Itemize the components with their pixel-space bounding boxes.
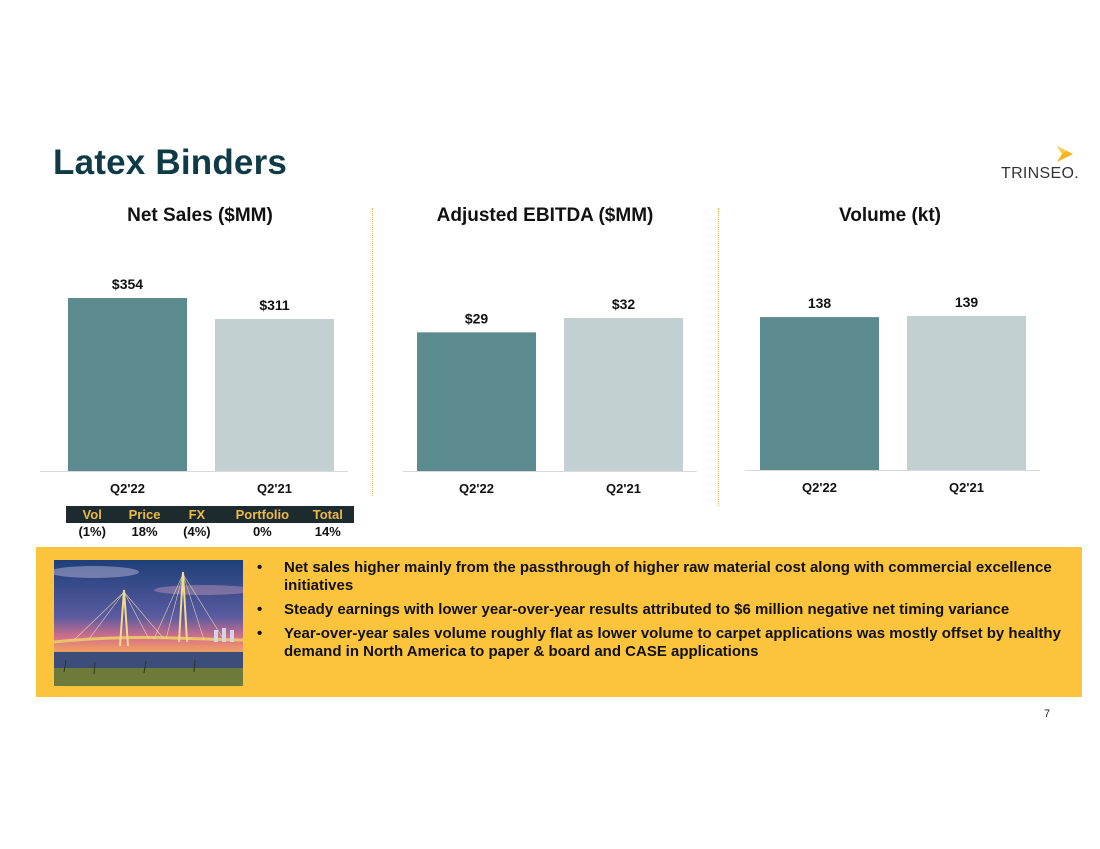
slide-title: Latex Binders	[53, 143, 288, 182]
breakdown-value: 0%	[252, 524, 272, 539]
data-label: 138	[808, 295, 832, 311]
bullet-text: Steady earnings with lower year-over-yea…	[284, 601, 1010, 618]
bar-charts: $354 Q2'22 $311 Q2'21 $29 Q2'22 $32 Q2'21 138 Q2'…	[40, 276, 1040, 496]
sales-breakdown-table: Vol Price FX Portfolio Total (1%) 18% (4…	[66, 506, 354, 540]
breakdown-value-row: (1%) 18% (4%) 0% 14%	[66, 523, 354, 540]
category-label: Q2'21	[606, 481, 641, 496]
breakdown-header: Portfolio	[235, 507, 290, 522]
breakdown-value: (1%)	[78, 524, 106, 539]
net-sales-chart-title: Net Sales ($MM)	[127, 205, 273, 226]
commentary-callout: • Net sales higher mainly from the passt…	[36, 547, 1082, 697]
bar	[417, 332, 536, 471]
ebitda-chart-title: Adjusted EBITDA ($MM)	[436, 205, 654, 226]
logo-arrow-icon	[1057, 146, 1073, 162]
category-label: Q2'22	[110, 481, 145, 496]
category-label: Q2'22	[459, 481, 494, 496]
bridge-photo	[54, 560, 243, 686]
volume-chart-title: Volume (kt)	[838, 205, 942, 226]
category-label: Q2'22	[802, 480, 837, 495]
breakdown-value: (4%)	[183, 524, 211, 539]
bullet-point: •	[257, 559, 263, 576]
bar	[215, 319, 334, 471]
bar	[68, 298, 187, 471]
logo-text: TRINSEO.	[1001, 165, 1079, 182]
commentary-bullets: • Net sales higher mainly from the passt…	[257, 559, 1072, 667]
data-label: $311	[259, 297, 290, 313]
bar	[907, 316, 1026, 470]
bullet-point: •	[257, 625, 263, 642]
category-label: Q2'21	[949, 480, 984, 495]
bullet-item: • Steady earnings with lower year-over-y…	[257, 601, 1072, 619]
breakdown-value: 18%	[131, 524, 158, 539]
data-label: $29	[465, 310, 489, 326]
bar	[760, 317, 879, 470]
chart-divider-2	[718, 208, 719, 506]
page-number: 7	[1044, 708, 1051, 720]
breakdown-header: Vol	[82, 507, 102, 522]
breakdown-value: 14%	[314, 524, 341, 539]
category-label: Q2'21	[257, 481, 292, 496]
bar	[564, 318, 683, 471]
breakdown-header: FX	[188, 507, 206, 522]
data-label: $32	[612, 296, 636, 312]
breakdown-header: Price	[128, 507, 161, 522]
breakdown-header: Total	[312, 507, 343, 522]
breakdown-header-row: Vol Price FX Portfolio Total	[66, 506, 354, 523]
data-label: 139	[955, 294, 979, 310]
bullet-text: Net sales higher mainly from the passthr…	[284, 559, 1052, 594]
chart-divider-1	[372, 208, 373, 496]
bullet-point: •	[257, 601, 263, 618]
bullet-item: • Net sales higher mainly from the passt…	[257, 559, 1072, 595]
bullet-text: Year-over-year sales volume roughly flat…	[284, 625, 1061, 660]
bullet-item: • Year-over-year sales volume roughly fl…	[257, 625, 1072, 661]
data-label: $354	[112, 276, 143, 292]
trinseo-logo: TRINSEO.	[995, 145, 1080, 185]
